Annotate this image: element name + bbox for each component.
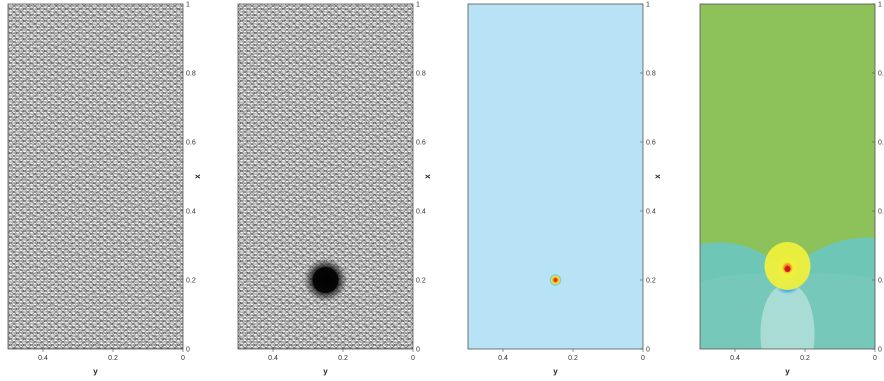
y-tick-label: 0.4 bbox=[268, 355, 278, 362]
y-tick-label: 0.2 bbox=[568, 355, 578, 362]
panel-content bbox=[238, 4, 413, 349]
y-axis-label: y bbox=[323, 367, 328, 376]
x-tick-label: 0 bbox=[186, 347, 190, 354]
y-tick-label: 0.2 bbox=[800, 355, 810, 362]
x-tick-label: 1 bbox=[878, 2, 882, 9]
field-background bbox=[468, 4, 643, 349]
y-tick-label: 0.2 bbox=[108, 355, 118, 362]
source-center bbox=[553, 278, 558, 282]
x-tick-label: 0.2 bbox=[186, 278, 196, 285]
mesh-grid-overlay bbox=[8, 4, 183, 349]
x-tick-label: 0 bbox=[646, 347, 650, 354]
x-tick-label: 1 bbox=[416, 2, 420, 9]
y-tick-label: 0.4 bbox=[498, 355, 508, 362]
panel-frame bbox=[237, 3, 414, 350]
panel-frame bbox=[7, 3, 184, 350]
panel-content bbox=[468, 4, 643, 349]
y-axis-label: y bbox=[93, 367, 98, 376]
y-tick-label: 0.2 bbox=[338, 355, 348, 362]
y-tick-label: 0 bbox=[641, 355, 645, 362]
x-tick-label: 0.6 bbox=[878, 140, 884, 147]
panel-mesh-refined: 0 0.2 0.4 0.6 0.8 1 x 0.4 0.2 0 y bbox=[237, 2, 432, 376]
x-tick-label: 0.6 bbox=[186, 140, 196, 147]
x-tick-label: 0.2 bbox=[416, 278, 426, 285]
x-tick-label: 0.6 bbox=[646, 140, 656, 147]
panel-frame bbox=[699, 3, 876, 350]
y-tick-label: 0 bbox=[411, 355, 415, 362]
y-tick-label: 0 bbox=[181, 355, 185, 362]
panel-content bbox=[8, 4, 183, 349]
refined-core bbox=[312, 267, 339, 293]
x-tick-label: 0.4 bbox=[186, 209, 196, 216]
x-tick-label: 0 bbox=[878, 347, 882, 354]
x-axis-label: x bbox=[653, 174, 662, 179]
panel-field-source: 0 0.2 0.4 0.6 0.8 1 x 0.4 0.2 0 y bbox=[467, 2, 662, 376]
x-tick-label: 0.4 bbox=[416, 209, 426, 216]
x-tick-label: 1 bbox=[646, 2, 650, 9]
y-axis-label: y bbox=[785, 367, 790, 376]
x-tick-label: 0.4 bbox=[646, 209, 656, 216]
x-tick-label: 1 bbox=[186, 2, 190, 9]
y-tick-label: 0 bbox=[873, 355, 877, 362]
x-tick-label: 0.8 bbox=[416, 71, 426, 78]
x-tick-label: 0.8 bbox=[646, 71, 656, 78]
x-tick-label: 0.2 bbox=[878, 278, 884, 285]
y-tick-label: 0.4 bbox=[38, 355, 48, 362]
x-axis-label: x bbox=[423, 174, 432, 179]
x-tick-label: 0.6 bbox=[416, 140, 426, 147]
x-tick-label: 0.8 bbox=[878, 71, 884, 78]
y-axis-label: y bbox=[553, 367, 558, 376]
panel-mesh-uniform: 0 0.2 0.4 0.6 0.8 1 x 0.4 0.2 0 y bbox=[7, 2, 202, 376]
pale-column bbox=[760, 286, 815, 349]
hot-center bbox=[784, 266, 791, 272]
x-tick-label: 0.8 bbox=[186, 71, 196, 78]
panel-content bbox=[700, 4, 875, 349]
y-tick-label: 0.4 bbox=[730, 355, 740, 362]
x-tick-label: 0.2 bbox=[646, 278, 656, 285]
x-tick-label: 0 bbox=[416, 347, 420, 354]
x-axis-label: x bbox=[193, 174, 202, 179]
panel-frame bbox=[467, 3, 644, 350]
x-tick-label: 0.4 bbox=[878, 209, 884, 216]
